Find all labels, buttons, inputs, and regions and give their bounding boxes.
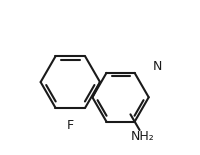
Text: NH₂: NH₂ (131, 130, 154, 143)
Text: F: F (67, 119, 74, 132)
Text: N: N (153, 60, 163, 73)
